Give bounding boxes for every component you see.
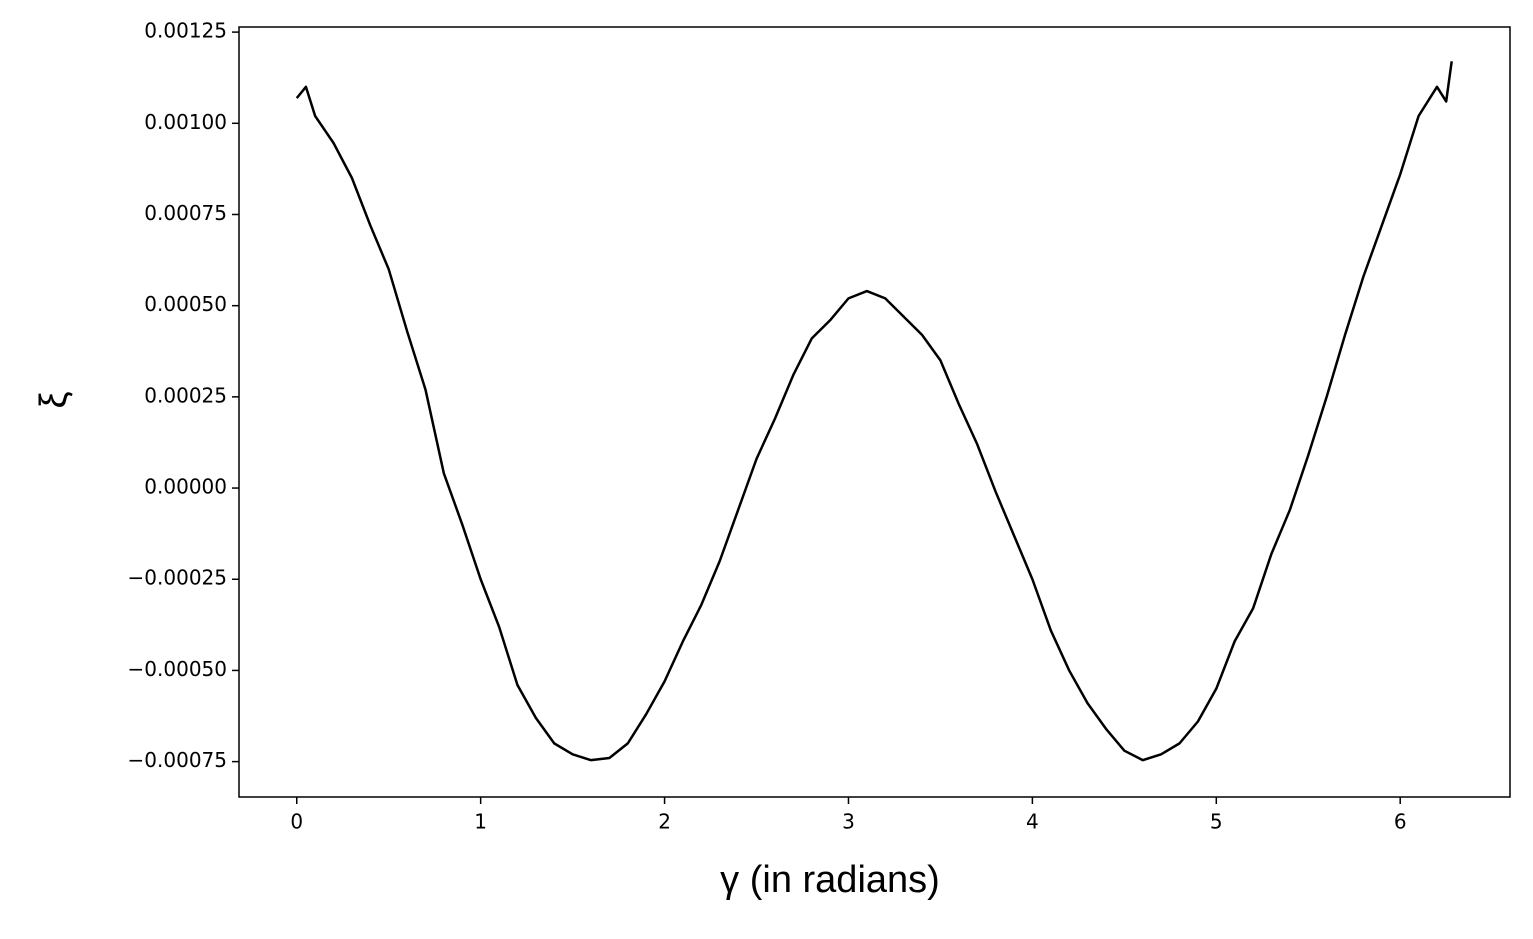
data-line [295, 61, 1453, 762]
y-tick-label: 0.00000 [144, 475, 227, 499]
plot-frame [238, 26, 1511, 798]
x-tick-label: 2 [658, 810, 671, 834]
y-tick-label: 0.00100 [144, 110, 227, 134]
y-tick-label: 0.00050 [144, 292, 227, 316]
x-tick-label: 4 [1026, 810, 1039, 834]
y-tick-label: 0.00025 [144, 383, 227, 407]
y-tick-label: −0.00050 [128, 657, 227, 681]
y-tick-label: −0.00075 [128, 748, 227, 772]
y-tick-label: 0.00125 [144, 19, 227, 43]
x-tick-label: 3 [842, 810, 855, 834]
y-tick-label: −0.00025 [128, 566, 227, 590]
y-axis-label: ξ [33, 391, 75, 408]
y-tick-label: 0.00075 [144, 201, 227, 225]
x-tick-label: 1 [474, 810, 487, 834]
x-axis-label: γ (in radians) [720, 859, 940, 901]
x-tick-label: 5 [1210, 810, 1223, 834]
x-tick-label: 6 [1394, 810, 1407, 834]
x-tick-label: 0 [290, 810, 303, 834]
